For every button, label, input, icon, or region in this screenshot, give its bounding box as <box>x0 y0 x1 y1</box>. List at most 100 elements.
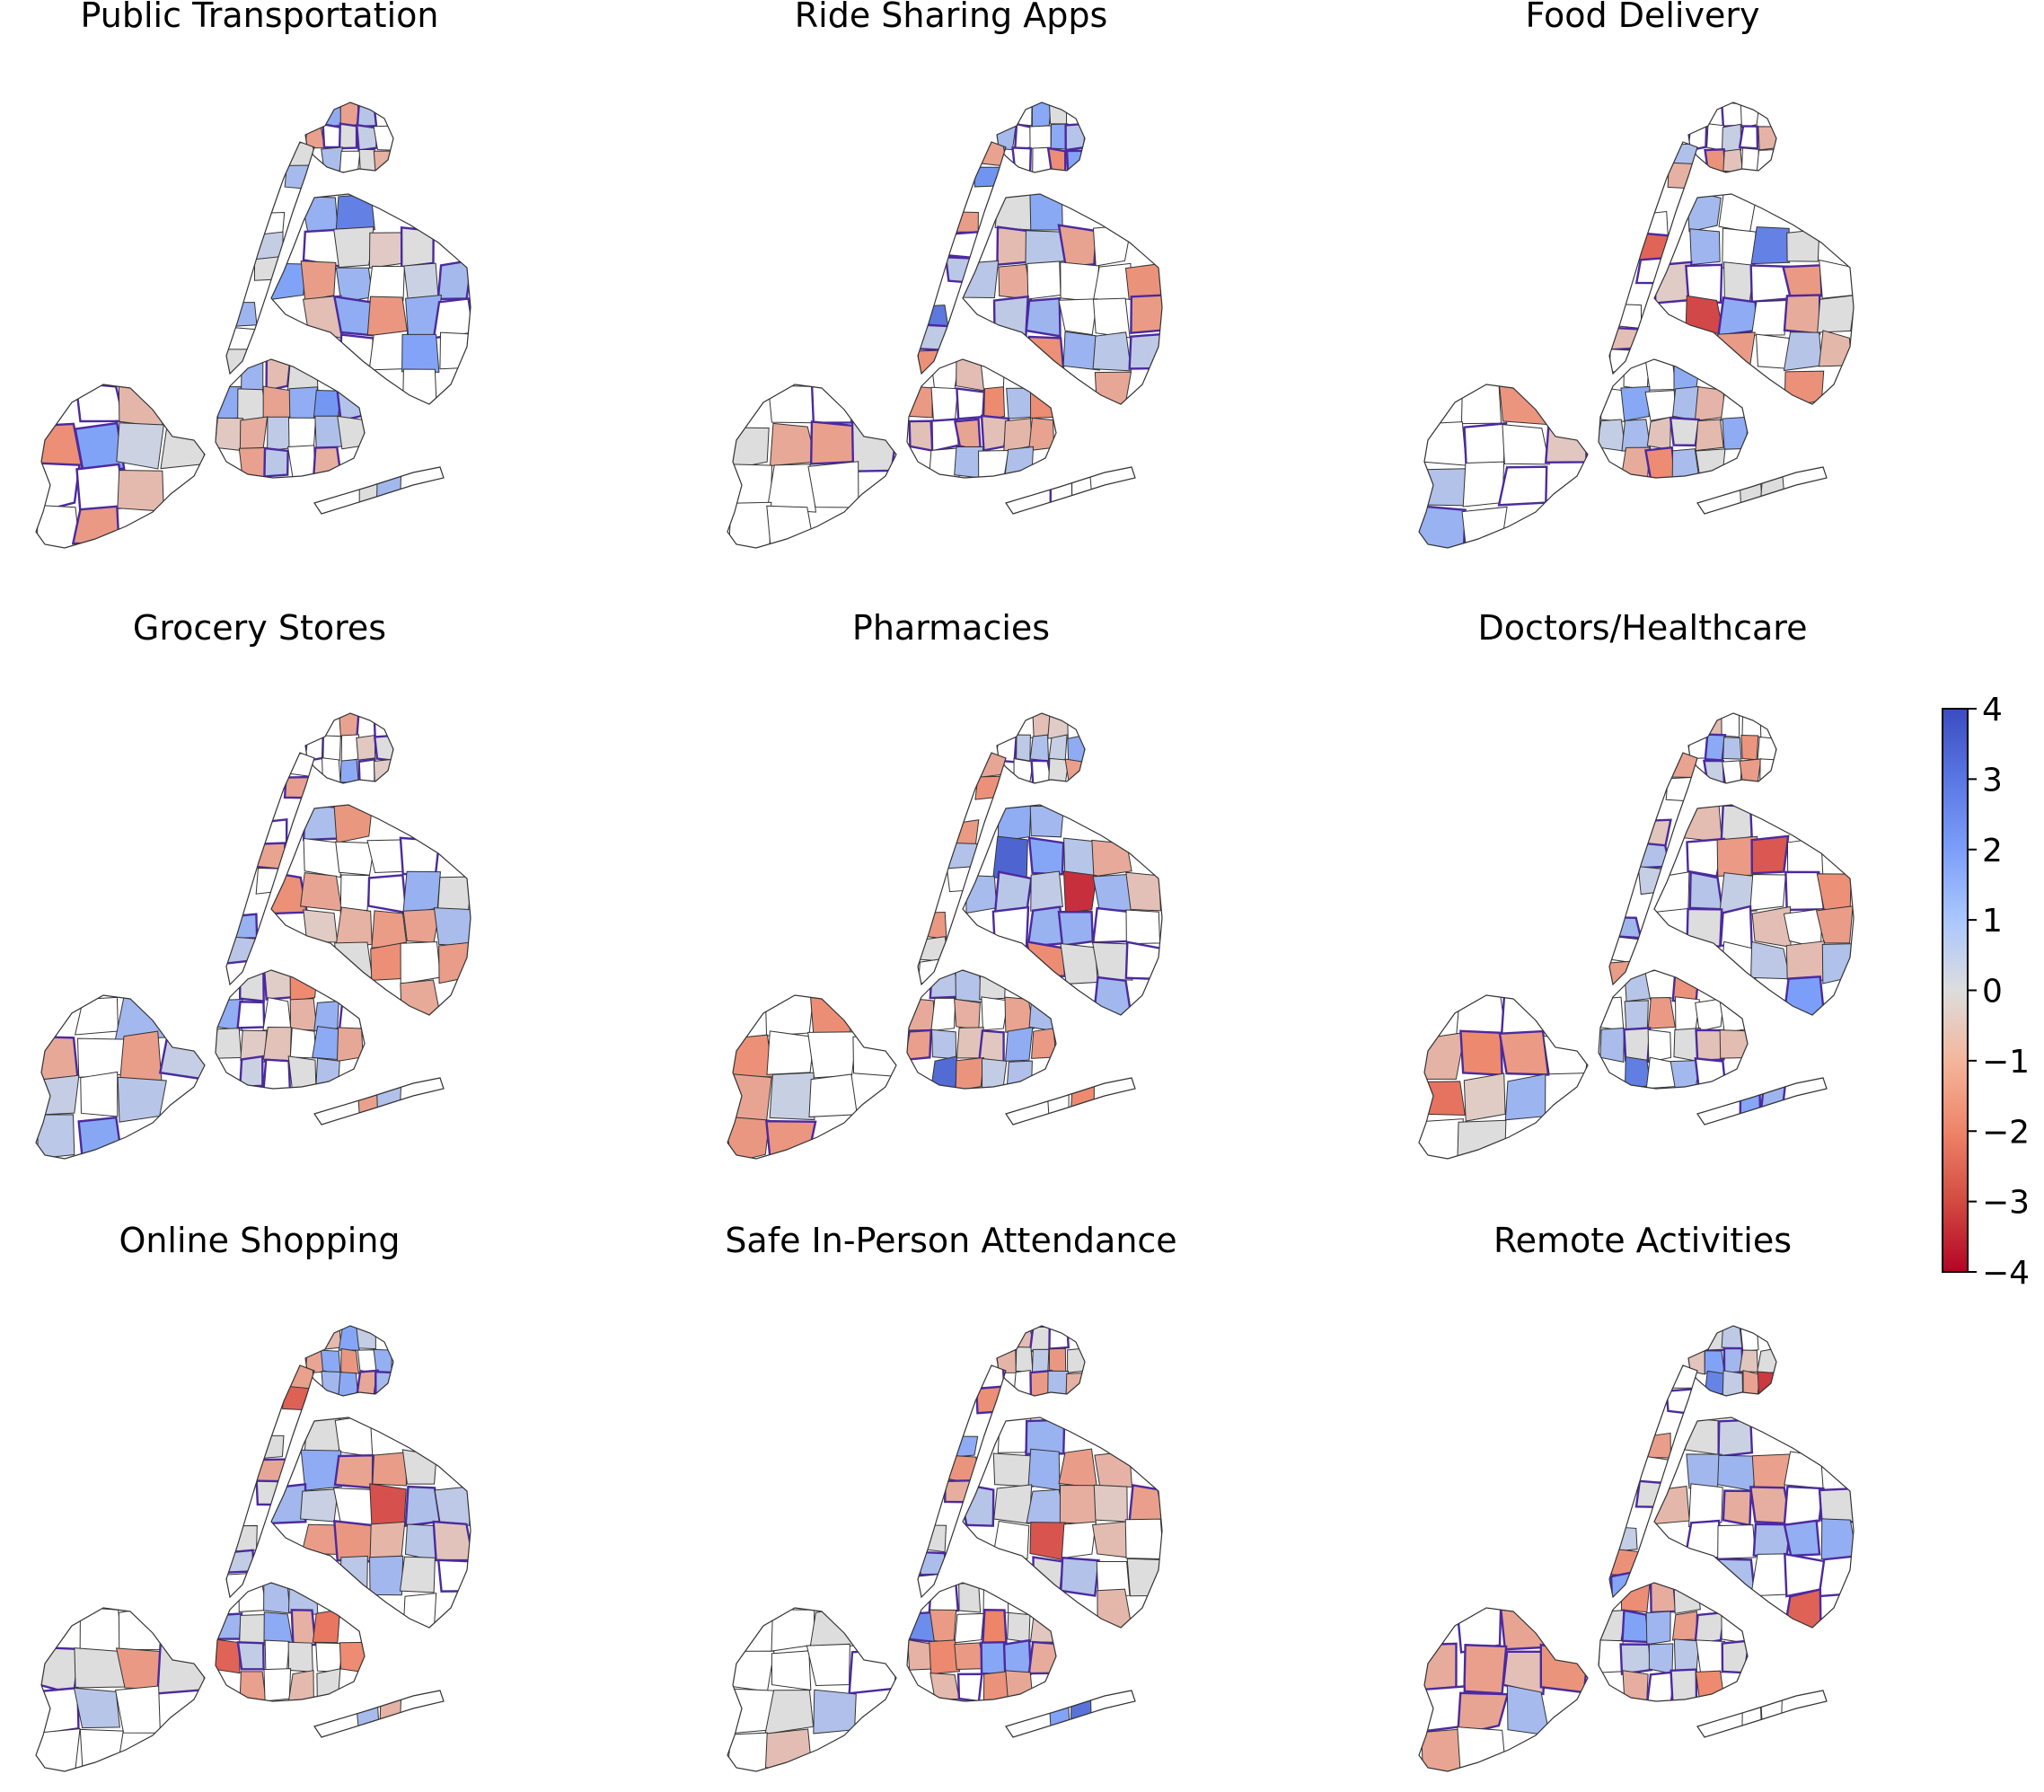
region <box>238 446 269 478</box>
borough-bronx <box>997 713 1085 783</box>
region <box>956 1673 983 1701</box>
region <box>287 417 317 450</box>
borough-outline <box>1598 969 1749 1090</box>
region <box>1002 1638 1033 1676</box>
region <box>312 1026 341 1061</box>
region <box>1782 975 1826 1015</box>
region <box>253 1434 285 1460</box>
region <box>366 873 408 914</box>
region <box>1654 871 1690 914</box>
region <box>1013 1370 1033 1396</box>
region <box>404 1523 438 1561</box>
region <box>1130 294 1162 334</box>
region <box>1463 421 1508 466</box>
region <box>977 1029 1005 1064</box>
region <box>769 1072 815 1121</box>
region <box>160 419 205 470</box>
panel-title: Grocery Stores <box>133 608 386 648</box>
region <box>918 322 951 352</box>
region <box>1128 1483 1162 1528</box>
region <box>727 1034 774 1078</box>
region <box>335 194 375 231</box>
borough-bronx <box>305 102 393 172</box>
region <box>1029 1609 1055 1643</box>
region <box>288 386 319 422</box>
region <box>727 463 773 509</box>
region <box>918 305 949 328</box>
region <box>1740 735 1759 761</box>
region <box>1092 297 1131 339</box>
region <box>769 422 817 467</box>
region <box>267 416 291 452</box>
nyc-map <box>1418 102 1855 549</box>
borough-statenIsland <box>36 384 205 548</box>
region <box>262 1027 292 1062</box>
region <box>289 970 319 1002</box>
region <box>114 995 168 1041</box>
region <box>907 1028 932 1062</box>
borough-outline <box>1696 1077 1828 1126</box>
region <box>1683 805 1722 843</box>
borough-bronx <box>305 1326 393 1396</box>
borough-outline <box>906 358 1057 479</box>
region <box>372 1452 407 1487</box>
borough-outline <box>996 1325 1086 1397</box>
region <box>1723 261 1755 303</box>
map-panel-5: Pharmacies <box>727 608 1163 1160</box>
region <box>1419 1031 1466 1080</box>
panel-title: Remote Activities <box>1493 1221 1792 1260</box>
region <box>1750 940 1791 980</box>
region <box>727 1116 771 1159</box>
region <box>432 297 471 340</box>
region <box>1502 1650 1547 1696</box>
region <box>1062 331 1100 371</box>
region <box>1818 1555 1854 1598</box>
region <box>262 385 293 422</box>
borough-outline <box>1687 102 1777 173</box>
region <box>955 1056 985 1089</box>
region <box>980 359 1006 391</box>
region <box>339 1555 368 1594</box>
nyc-map <box>727 712 1163 1160</box>
region <box>1722 1489 1752 1527</box>
map-panel-9: Remote Activities <box>1418 1221 1855 1772</box>
region <box>981 996 1009 1031</box>
region <box>1645 1611 1671 1646</box>
panel-title: Doctors/Healthcare <box>1478 608 1808 648</box>
region <box>356 102 378 128</box>
region <box>1721 1611 1748 1645</box>
region <box>226 1524 258 1552</box>
region <box>1463 1073 1506 1122</box>
map-panel-8: Safe In-Person Attendance <box>725 1221 1177 1772</box>
region <box>810 384 859 424</box>
colorbar-tick-label: 0 <box>1982 974 2003 1011</box>
region <box>965 874 998 914</box>
region <box>1685 263 1723 305</box>
region <box>1609 1525 1638 1552</box>
region <box>1623 1027 1652 1064</box>
region <box>289 1027 317 1059</box>
borough-queens <box>1654 194 1854 404</box>
region <box>356 734 376 761</box>
region <box>1738 125 1759 150</box>
region <box>434 1486 471 1526</box>
region <box>1741 1690 1763 1737</box>
borough-statenIsland <box>1419 995 1588 1159</box>
region <box>236 1641 265 1671</box>
region <box>339 333 375 375</box>
region <box>239 1613 268 1645</box>
region <box>1003 418 1033 452</box>
region <box>727 427 770 471</box>
region <box>1029 1522 1066 1561</box>
region <box>77 1116 124 1159</box>
region <box>1419 468 1467 507</box>
region <box>1058 1448 1098 1489</box>
borough-manhattan <box>1609 1365 1697 1597</box>
region <box>1497 465 1548 507</box>
region <box>997 805 1032 843</box>
region <box>992 295 1029 338</box>
borough-outline <box>962 1417 1163 1629</box>
region <box>287 1641 313 1673</box>
region <box>287 1670 314 1701</box>
borough-outline <box>1598 358 1749 479</box>
